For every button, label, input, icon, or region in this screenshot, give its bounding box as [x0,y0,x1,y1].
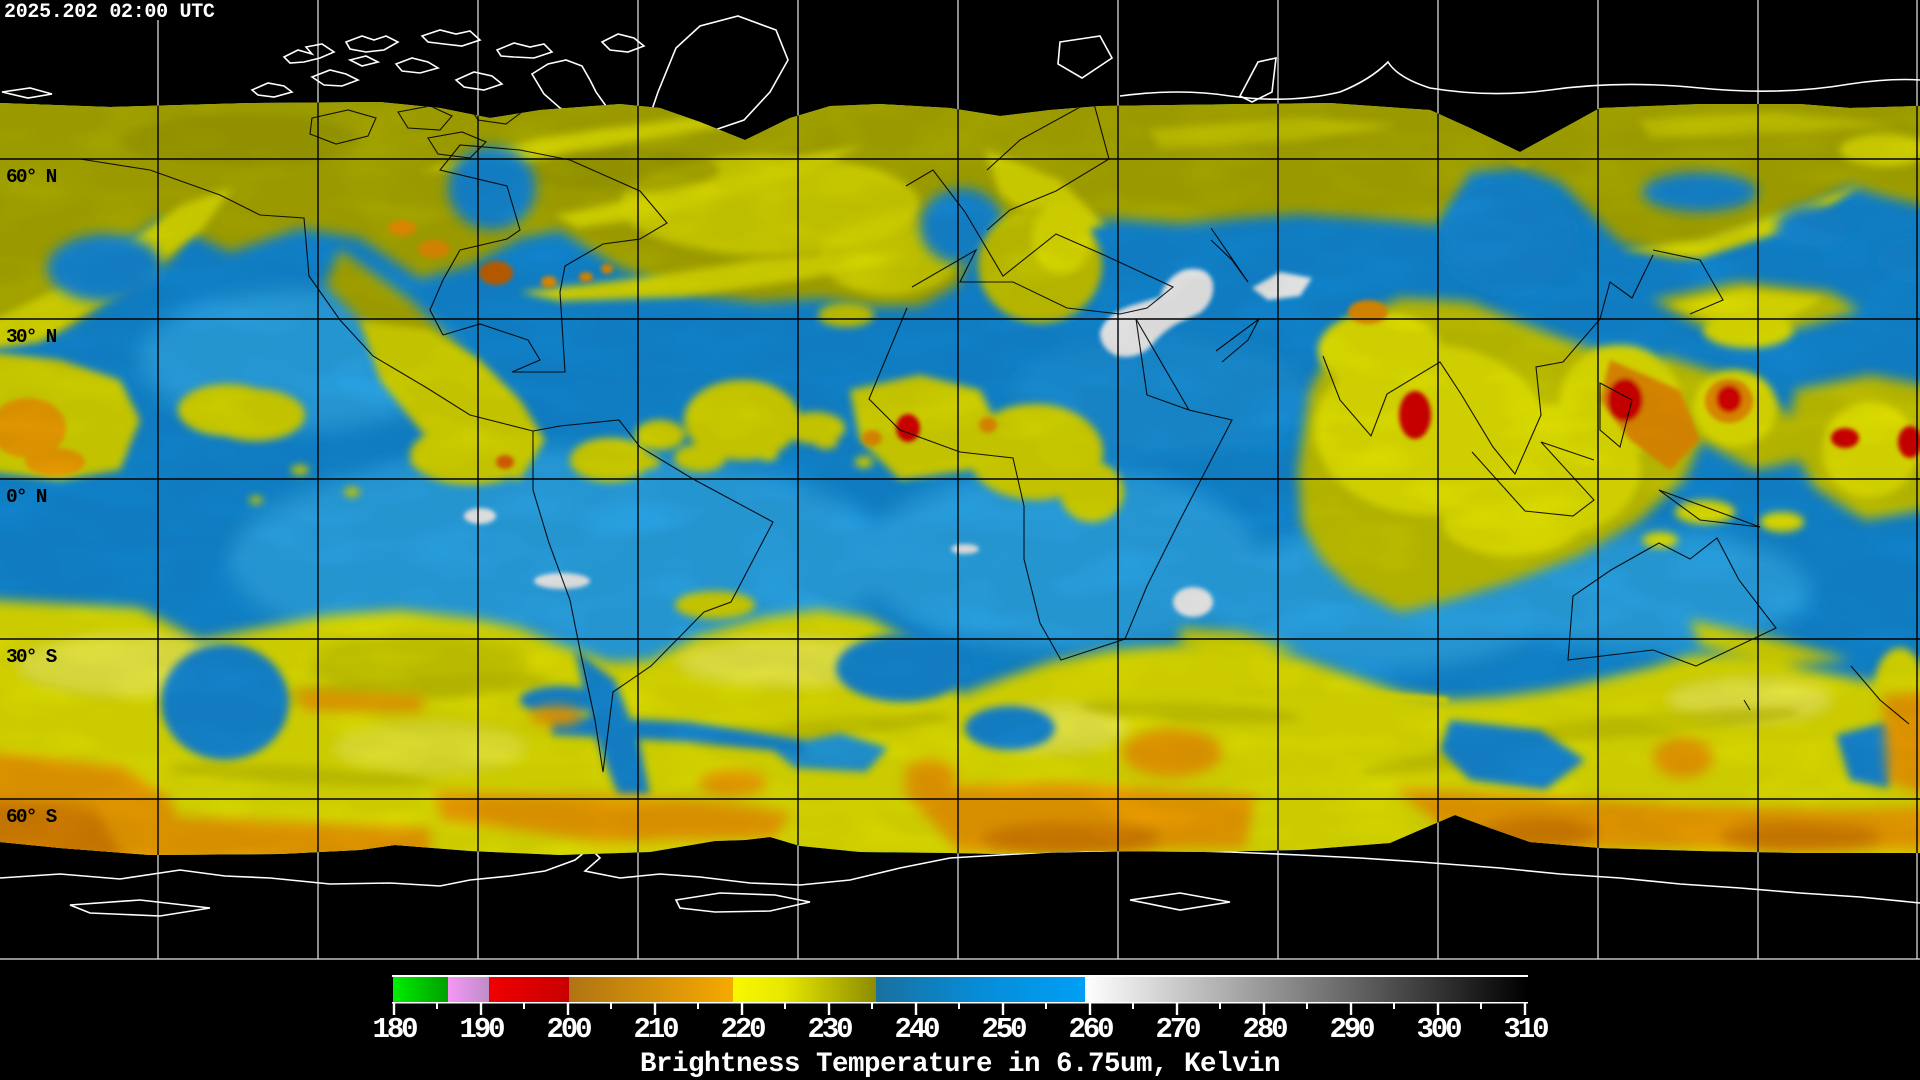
svg-text:220: 220 [721,1013,766,1046]
svg-text:180: 180 [373,1013,418,1046]
svg-text:280: 280 [1243,1013,1288,1046]
svg-text:230: 230 [808,1013,853,1046]
svg-text:0° N: 0° N [6,486,47,508]
svg-text:310: 310 [1504,1013,1549,1046]
svg-text:200: 200 [547,1013,592,1046]
svg-text:290: 290 [1330,1013,1375,1046]
svg-text:190: 190 [460,1013,505,1046]
svg-text:30° S: 30° S [6,646,58,668]
svg-text:300: 300 [1417,1013,1462,1046]
svg-text:260: 260 [1069,1013,1114,1046]
svg-text:250: 250 [982,1013,1027,1046]
svg-text:210: 210 [634,1013,679,1046]
svg-text:2025.202 02:00 UTC: 2025.202 02:00 UTC [4,1,215,24]
svg-text:270: 270 [1156,1013,1201,1046]
svg-text:60° N: 60° N [6,166,57,188]
svg-text:30° N: 30° N [6,326,57,348]
svg-text:Brightness Temperature in 6.75: Brightness Temperature in 6.75um, Kelvin [640,1049,1280,1080]
svg-text:240: 240 [895,1013,940,1046]
svg-text:60° S: 60° S [6,806,58,828]
